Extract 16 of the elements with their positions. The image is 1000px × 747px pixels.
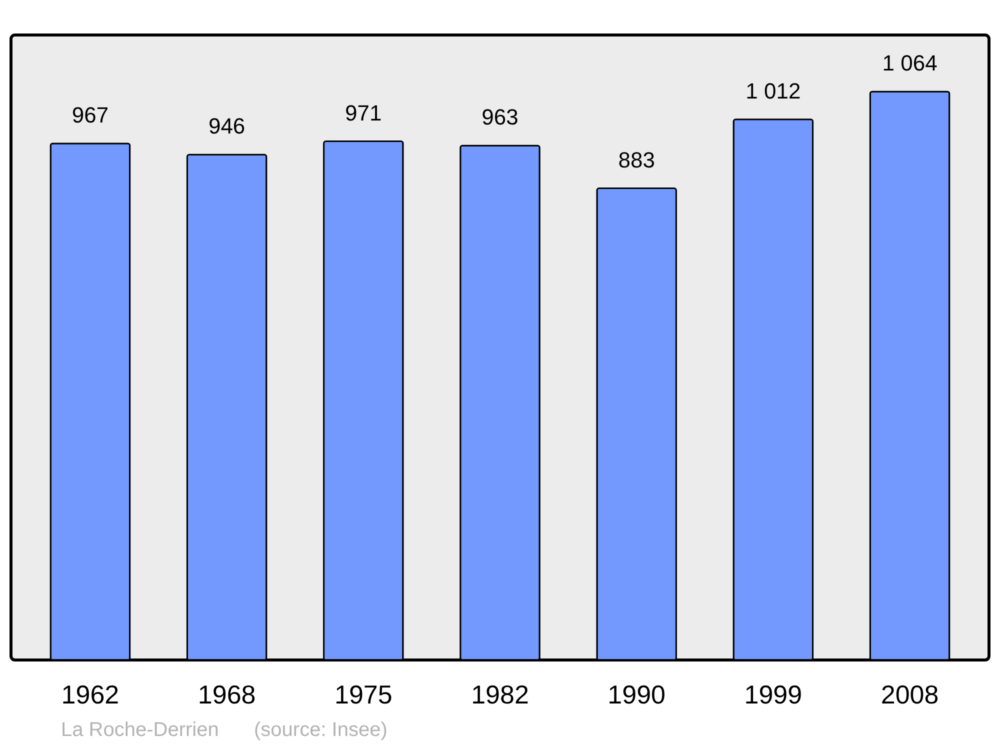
text: La Roche-Derrien: [61, 719, 219, 741]
x-tick-label: 1962: [61, 680, 120, 710]
x-tick-label: 1975: [334, 680, 392, 710]
data-label: 1 012: [746, 78, 801, 104]
data-label: 883: [618, 147, 655, 172]
x-tick-label: 1968: [198, 680, 256, 710]
text: (source: Insee): [254, 719, 388, 741]
x-tick-label: 1999: [744, 680, 802, 710]
data-label: 967: [72, 102, 109, 128]
data-label: 1 064: [882, 50, 938, 76]
x-tick-label: 1990: [608, 680, 666, 710]
data-label: 946: [208, 114, 246, 139]
x-tick-label: 1982: [471, 680, 529, 710]
data-label: 971: [345, 100, 382, 126]
x-tick-label: 2008: [880, 680, 939, 710]
data-label: 963: [482, 104, 518, 130]
